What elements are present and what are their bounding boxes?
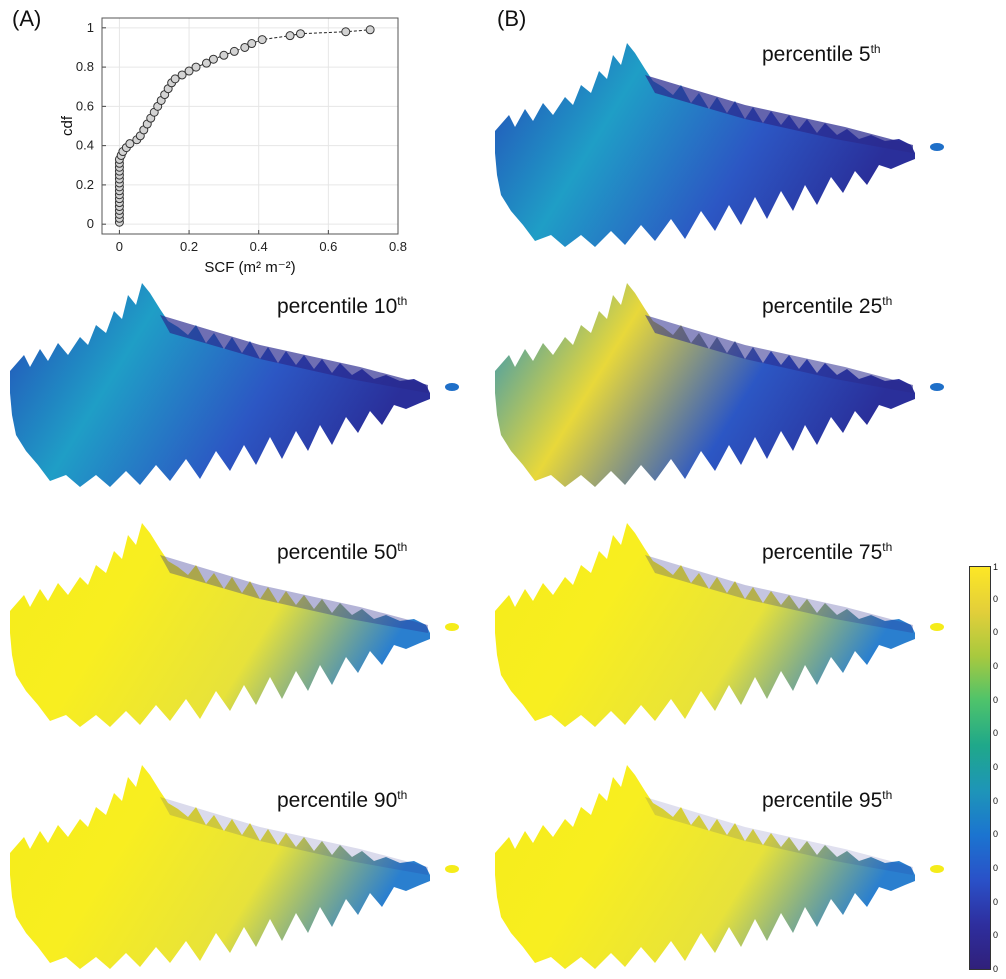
terrain-shape xyxy=(10,523,430,727)
cdf-point xyxy=(240,42,250,52)
colorbar-tick-label: 0 xyxy=(993,728,999,739)
island-shape xyxy=(445,623,459,631)
panel-b-label: (B) xyxy=(497,6,527,31)
colorbar-tick-label: 0 xyxy=(993,593,999,604)
terrain-shape xyxy=(495,765,915,969)
colorbar-tick-label: 0 xyxy=(993,896,999,907)
x-tick-label: 0.4 xyxy=(250,239,268,254)
x-axis-label: SCF (m² m⁻²) xyxy=(204,259,295,276)
map-title: percentile 50th xyxy=(277,540,407,565)
colorbar-tick-label: 0 xyxy=(993,964,999,974)
y-tick-label: 0.6 xyxy=(76,98,94,113)
colorbar xyxy=(969,566,991,970)
cdf-point xyxy=(257,35,267,45)
island-shape xyxy=(930,623,944,631)
terrain-shape xyxy=(10,283,430,487)
scf-map xyxy=(495,283,944,487)
scf-map xyxy=(10,523,459,727)
map-title-sup: th xyxy=(882,540,893,554)
cdf-point xyxy=(191,62,201,72)
cdf-point xyxy=(201,58,211,68)
map-title: percentile 10th xyxy=(277,294,407,319)
cdf-point xyxy=(285,31,295,41)
cdf-point xyxy=(229,46,239,56)
cdf-point xyxy=(295,29,305,39)
colorbar-tick-label: 0 xyxy=(993,661,999,671)
map-title-text: percentile 95 xyxy=(762,789,883,812)
x-tick-label: 0.2 xyxy=(180,239,198,254)
scf-map xyxy=(495,43,944,247)
panel-a-label: (A) xyxy=(12,6,42,31)
ridge-shadow xyxy=(645,315,913,393)
map-title: percentile 90th xyxy=(277,788,407,813)
ridge-shadow xyxy=(645,555,913,633)
y-tick-label: 1 xyxy=(87,20,94,35)
map-title: percentile 5th xyxy=(762,42,881,67)
map-title-sup: th xyxy=(397,540,408,554)
scf-map xyxy=(495,765,944,969)
colorbar-tick-label: 0 xyxy=(993,627,999,638)
y-axis-label: cdf xyxy=(60,115,76,136)
cdf-point xyxy=(341,27,351,37)
colorbar-tick-label: 0 xyxy=(993,694,999,705)
colorbar-tick-label: 0 xyxy=(993,762,999,772)
colorbar-tick-label: 0 xyxy=(993,829,999,840)
colorbar-tick-label: 0 xyxy=(993,863,999,873)
cdf-point xyxy=(247,39,257,49)
map-title-text: percentile 75 xyxy=(762,541,883,564)
map-title: percentile 25th xyxy=(762,294,892,319)
island-shape xyxy=(930,143,944,151)
colorbar-gradient xyxy=(969,566,991,970)
x-tick-label: 0.8 xyxy=(389,239,407,254)
terrain-shape xyxy=(495,523,915,727)
ridge-shadow xyxy=(645,75,913,153)
map-title: percentile 95th xyxy=(762,788,892,813)
cdf-point xyxy=(177,70,187,80)
colorbar-fill xyxy=(969,566,991,970)
ridge-shadow xyxy=(160,315,428,393)
terrain-shape xyxy=(495,43,915,247)
y-tick-label: 0.4 xyxy=(76,138,94,153)
y-tick-label: 0 xyxy=(87,216,94,231)
map-title-text: percentile 50 xyxy=(277,541,398,564)
terrain-shape xyxy=(495,283,915,487)
ridge-shadow xyxy=(160,555,428,633)
scf-map xyxy=(10,765,459,969)
island-shape xyxy=(445,383,459,391)
map-title-sup: th xyxy=(397,788,408,802)
x-tick-label: 0.6 xyxy=(319,239,337,254)
y-tick-label: 0.2 xyxy=(76,177,94,192)
terrain-shape xyxy=(10,765,430,969)
cdf-point xyxy=(184,66,194,76)
map-title-text: percentile 5 xyxy=(762,43,871,66)
plot-frame xyxy=(101,17,399,235)
map-title-sup: th xyxy=(882,788,893,802)
y-tick-label: 0.8 xyxy=(76,59,94,74)
x-tick-label: 0 xyxy=(116,239,123,254)
colorbar-tick-label: 0 xyxy=(993,795,999,806)
cdf-point xyxy=(125,139,135,149)
cdf-point xyxy=(208,54,218,64)
island-shape xyxy=(930,383,944,391)
scf-map xyxy=(10,283,459,487)
map-title-text: percentile 10 xyxy=(277,295,398,318)
scf-map xyxy=(495,523,944,727)
colorbar-tick-label: 0 xyxy=(993,930,999,941)
cdf-point xyxy=(365,25,375,35)
map-title-sup: th xyxy=(882,294,893,308)
island-shape xyxy=(930,865,944,873)
map-title-text: percentile 25 xyxy=(762,295,883,318)
cdf-point xyxy=(170,74,180,84)
island-shape xyxy=(445,865,459,873)
colorbar-tick-label: 1 xyxy=(993,562,999,572)
cdf-point xyxy=(219,50,229,60)
map-title-sup: th xyxy=(870,42,881,56)
cdf-chart: 0 0.2 0.4 0.6 0.8 0 0.2 0.4 0.6 0.8 1 SCF (m² m⁻²) c… xyxy=(60,17,407,276)
ridge-shadow xyxy=(645,797,913,875)
map-title-text: percentile 90 xyxy=(277,789,398,812)
plot-area xyxy=(101,17,399,235)
map-title: percentile 75th xyxy=(762,540,892,565)
ridge-shadow xyxy=(160,797,428,875)
map-title-sup: th xyxy=(397,294,408,308)
